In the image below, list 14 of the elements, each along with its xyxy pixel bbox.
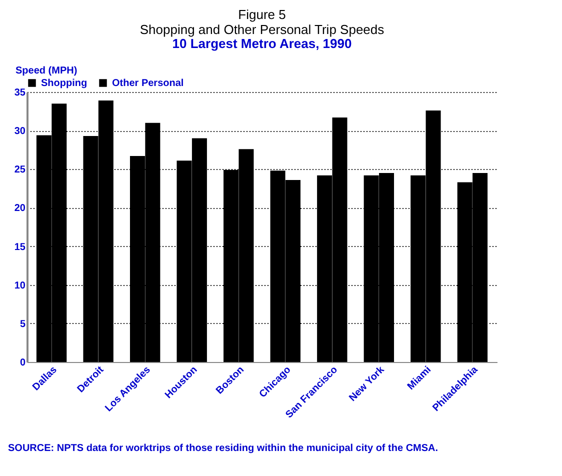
y-tick-label: 5 (20, 318, 26, 330)
y-tick-label: 10 (14, 280, 26, 292)
legend-label: Other Personal (112, 78, 184, 89)
y-tick-label: 20 (14, 203, 26, 214)
source-note: SOURCE: NPTS data for worktrips of those residing within the municipal city of the CMSA. (8, 443, 440, 454)
y-tick-label: 30 (14, 126, 26, 138)
y-tick-label: 25 (14, 164, 26, 176)
y-tick-label: 35 (14, 88, 26, 98)
y-axis-title: Speed (MPH) (16, 66, 78, 76)
y-tick-label: 0 (20, 358, 26, 368)
chart-subtitle: 10 Largest Metro Areas, 1990 (172, 36, 352, 51)
chart-title: Figure 5 Shopping and Other Personal Trip Speeds (140, 7, 385, 37)
y-tick-label: 15 (14, 242, 26, 253)
legend-label: Shopping (41, 78, 88, 89)
